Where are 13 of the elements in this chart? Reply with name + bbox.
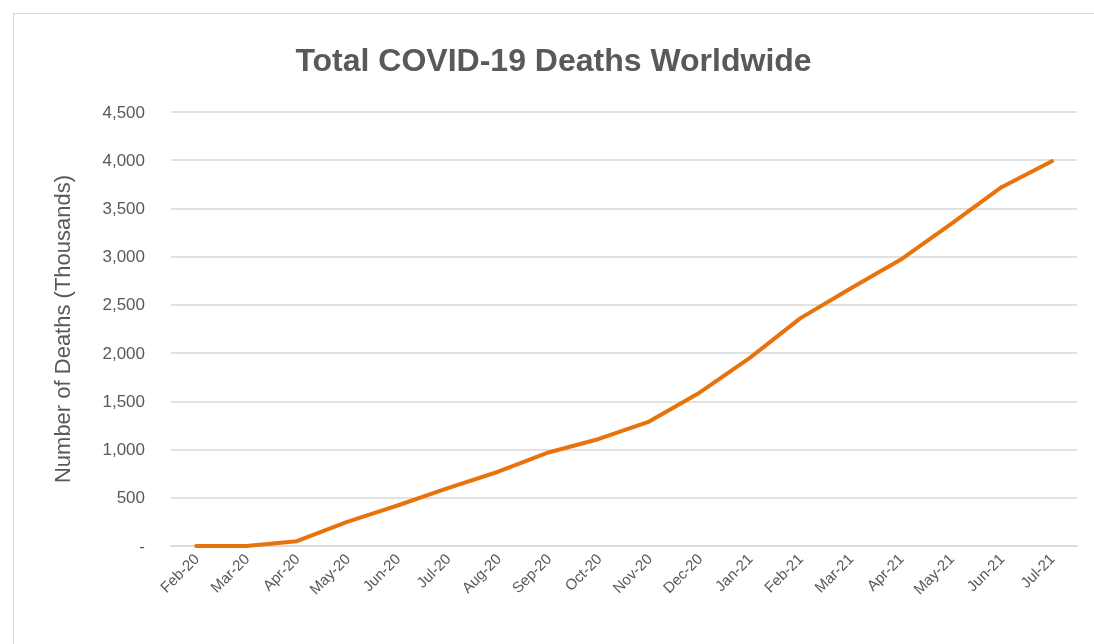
y-tick-label: 2,500 [102, 295, 145, 315]
y-tick-label: - [139, 536, 145, 556]
y-tick-label: 4,500 [102, 102, 145, 122]
y-tick-label: 500 [116, 488, 145, 508]
line-series [194, 159, 1054, 548]
y-axis-title: Number of Deaths (Thousands) [49, 174, 75, 484]
y-tick-label: 3,000 [102, 247, 145, 267]
y-tick-label: 4,000 [102, 150, 145, 170]
y-tick-label: 2,000 [102, 343, 145, 363]
y-tick-label: 1,500 [102, 391, 145, 411]
y-tick-label: 1,000 [102, 440, 145, 460]
y-tick-label: 3,500 [102, 198, 145, 218]
chart-title: Total COVID-19 Deaths Worldwide [295, 42, 812, 78]
